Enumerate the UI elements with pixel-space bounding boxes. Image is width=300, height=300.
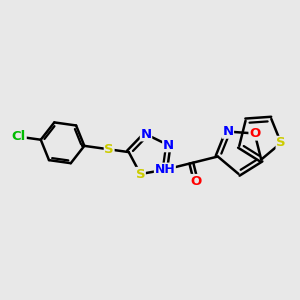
Text: S: S <box>104 143 114 156</box>
Text: O: O <box>190 175 201 188</box>
Text: O: O <box>249 127 260 140</box>
Text: N: N <box>163 139 174 152</box>
Text: S: S <box>276 136 286 149</box>
Text: N: N <box>222 125 233 138</box>
Text: NH: NH <box>154 163 175 176</box>
Text: S: S <box>136 167 145 181</box>
Text: N: N <box>140 128 152 141</box>
Text: Cl: Cl <box>12 130 26 143</box>
